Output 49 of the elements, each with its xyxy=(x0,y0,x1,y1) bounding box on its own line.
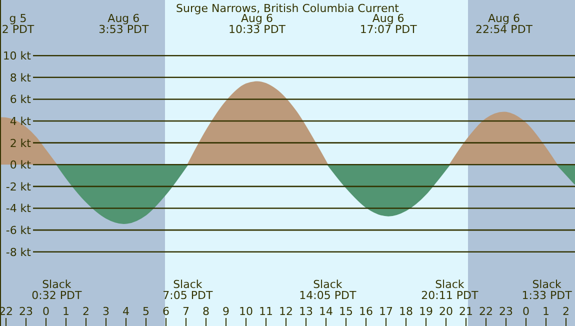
annotation: Slack 7:05 PDT xyxy=(162,278,213,302)
annotation: Slack 14:05 PDT xyxy=(299,278,356,302)
x-tick-label: 13 xyxy=(299,305,313,318)
x-tick-label: 23 xyxy=(499,305,513,318)
annotation: Slack 1:33 PDT xyxy=(522,278,572,302)
x-tick-label: 1 xyxy=(542,305,550,318)
y-tick-label: 6 kt xyxy=(10,93,32,106)
x-tick-label: 11 xyxy=(259,305,273,318)
annotation: g 5 2 PDT xyxy=(2,12,34,36)
x-tick-label: 4 xyxy=(122,305,130,318)
chart-title: Surge Narrows, British Columbia Current xyxy=(176,2,400,15)
x-tick-label: 9 xyxy=(222,305,230,318)
x-tick-label: 6 xyxy=(162,305,170,318)
annotation: Aug 6 10:33 PDT xyxy=(228,12,286,36)
x-tick-label: 7 xyxy=(182,305,190,318)
y-tick-label: 0 kt xyxy=(10,158,32,172)
x-tick-label: 2 xyxy=(562,305,570,318)
x-tick-label: 20 xyxy=(439,305,453,318)
x-tick-label: 16 xyxy=(359,305,373,318)
annotation: Aug 6 3:53 PDT xyxy=(98,12,149,36)
x-tick-label: 1 xyxy=(62,305,70,318)
x-tick-label: 19 xyxy=(419,305,433,318)
y-tick-label: -2 kt xyxy=(6,180,32,194)
x-tick-label: 8 xyxy=(202,305,210,318)
x-tick-label: 23 xyxy=(19,305,33,318)
annotation: Aug 6 17:07 PDT xyxy=(360,12,418,36)
x-tick-label: 18 xyxy=(399,305,413,318)
x-tick-label: 15 xyxy=(339,305,353,318)
x-tick-label: 22 xyxy=(479,305,493,318)
annotation: Slack 0:32 PDT xyxy=(32,278,82,302)
y-tick-label: -4 kt xyxy=(6,202,32,216)
y-tick-label: -8 kt xyxy=(6,246,32,259)
y-tick-label: 10 kt xyxy=(2,50,32,63)
y-tick-label: -6 kt xyxy=(6,224,32,238)
x-tick-label: 2 xyxy=(82,305,90,318)
x-tick-label: 5 xyxy=(142,305,150,318)
x-tick-label: 14 xyxy=(319,305,333,318)
x-tick-label: 21 xyxy=(459,305,473,318)
x-tick-label: 10 xyxy=(239,305,253,318)
x-tick-label: 12 xyxy=(279,305,293,318)
x-tick-label: 17 xyxy=(379,305,393,318)
x-tick-label: 0 xyxy=(522,305,530,318)
y-tick-label: 4 kt xyxy=(10,115,32,128)
x-tick-label: 0 xyxy=(42,305,50,318)
x-tick-label: 3 xyxy=(102,305,110,318)
y-tick-label: 2 kt xyxy=(10,136,32,150)
annotation: Slack 20:11 PDT xyxy=(421,278,478,302)
y-tick-label: 8 kt xyxy=(10,71,32,84)
annotation: Aug 6 22:54 PDT xyxy=(475,12,533,36)
